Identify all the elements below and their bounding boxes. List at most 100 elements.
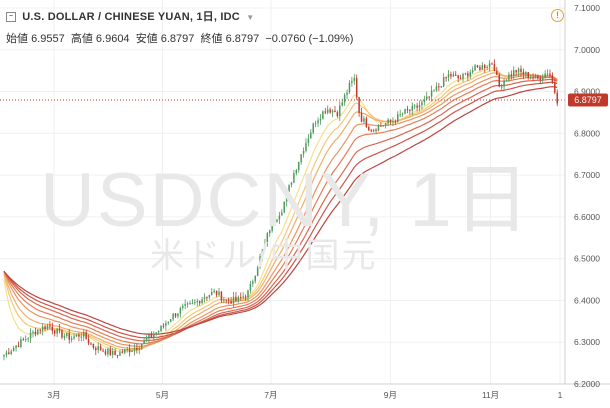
candle-body (336, 112, 339, 117)
candle-body (317, 120, 319, 124)
time-axis[interactable]: 3月 5月 7月 9月 11月 1 (47, 390, 562, 400)
candle-body (491, 63, 493, 65)
candle-body (351, 81, 353, 84)
candle-body (452, 74, 455, 77)
candle-body (488, 63, 491, 67)
candle-body (99, 346, 102, 351)
candle-body (264, 241, 266, 249)
candle-body (498, 74, 500, 87)
candle-body (160, 325, 162, 331)
candle-body (295, 170, 298, 174)
candle-body (95, 347, 97, 351)
candle-body (341, 102, 343, 106)
candle-body (201, 299, 203, 304)
candle-body (157, 330, 160, 333)
candle-body (500, 86, 503, 88)
high-label: 高値 (70, 33, 93, 45)
candle-body (61, 330, 63, 338)
candle-body (39, 329, 41, 331)
candle-body (380, 125, 382, 127)
candle-body (186, 303, 189, 305)
candle-body (172, 313, 174, 320)
open-value: 6.9557 (31, 33, 65, 45)
candle-body (392, 121, 394, 123)
candle-body (252, 281, 254, 284)
candle-body (24, 339, 27, 341)
y-tick-label: 7.0000 (574, 45, 600, 55)
close-label: 終値 (200, 33, 223, 45)
candlesticks (3, 59, 558, 361)
candle-body (305, 143, 307, 151)
candle-body (259, 256, 261, 268)
candle-body (169, 319, 172, 322)
candle-body (469, 72, 472, 77)
candle-body (227, 299, 230, 301)
candle-body (307, 138, 310, 144)
y-tick-label: 6.3000 (574, 337, 600, 347)
candle-body (529, 77, 532, 79)
y-tick-label: 6.4000 (574, 295, 600, 305)
symbol-row: − U.S. DOLLAR / CHINESE YUAN, 1日, IDC ▼ (6, 8, 353, 24)
candle-body (310, 132, 312, 139)
candle-body (102, 350, 104, 352)
candle-body (75, 334, 78, 337)
candle-body (273, 220, 276, 223)
last-price-tag-bg (568, 93, 608, 107)
y-tick-label: 6.2000 (574, 379, 600, 389)
candle-body (34, 331, 37, 335)
candle-body (107, 348, 109, 355)
candle-body (184, 304, 186, 306)
candle-body (145, 338, 148, 341)
ema-line-50 (3, 81, 558, 339)
candle-body (220, 291, 223, 301)
candle-body (20, 339, 22, 348)
candle-body (167, 321, 170, 324)
candle-body (297, 162, 300, 171)
candle-body (479, 67, 481, 70)
price-axis[interactable]: 7.1000 7.0000 6.9000 6.8000 6.7000 6.6000 6.50… (574, 3, 600, 389)
candle-body (481, 65, 484, 70)
candle-body (85, 332, 87, 340)
chevron-down-icon[interactable]: ▼ (246, 13, 255, 22)
candle-body (254, 275, 256, 282)
candle-body (512, 70, 515, 76)
candle-body (32, 331, 34, 333)
candle-body (78, 334, 80, 337)
y-tick-label: 6.6000 (574, 212, 600, 222)
candle-body (508, 74, 510, 80)
ema-line-15 (3, 69, 558, 351)
candle-body (44, 326, 46, 330)
candle-body (247, 290, 249, 298)
y-tick-label: 6.8000 (574, 128, 600, 138)
candle-body (211, 292, 213, 296)
candle-body (73, 336, 75, 339)
candle-body (510, 74, 513, 76)
candle-body (517, 68, 520, 73)
candle-body (87, 339, 90, 344)
candle-body (319, 118, 322, 121)
candle-body (131, 350, 133, 353)
candle-body (27, 338, 29, 340)
candle-body (363, 118, 365, 122)
candle-body (365, 118, 368, 128)
candle-body (368, 127, 370, 130)
candle-body (153, 334, 155, 338)
minus-box-icon[interactable]: − (6, 12, 16, 23)
candle-body (486, 66, 488, 69)
warning-circle-icon[interactable]: ! (551, 9, 564, 22)
candle-body (206, 297, 208, 299)
candle-body (124, 349, 126, 353)
candle-body (140, 343, 143, 349)
candle-body (474, 65, 476, 71)
candle-body (215, 290, 218, 295)
candle-body (3, 354, 5, 357)
symbol-title: U.S. DOLLAR / CHINESE YUAN, 1日, IDC (22, 11, 240, 23)
candle-body (314, 123, 317, 125)
candle-body (522, 71, 525, 75)
last-price-tag-text: 6.8797 (574, 95, 602, 105)
candle-body (471, 70, 474, 73)
y-tick-label: 6.7000 (574, 170, 600, 180)
ema-line-20 (3, 72, 558, 350)
candle-body (358, 97, 360, 113)
